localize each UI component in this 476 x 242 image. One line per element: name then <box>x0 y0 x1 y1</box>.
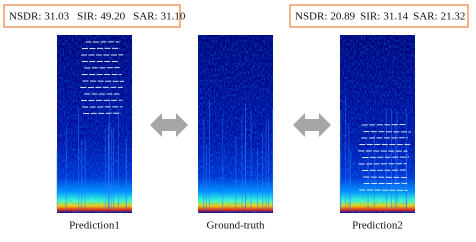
caption: Prediction1 <box>69 220 120 232</box>
metric-value: 49.20 <box>100 10 125 22</box>
metric-value: 20.89 <box>330 10 355 22</box>
metric-value: 31.03 <box>44 10 69 22</box>
metric-label: SAR: <box>413 10 437 22</box>
metric-label: NSDR: <box>295 10 327 22</box>
metric-value: 21.32 <box>441 10 466 22</box>
spectrogram <box>339 35 415 213</box>
metric-value: 31.10 <box>161 10 186 22</box>
metric-value: 31.14 <box>383 10 408 22</box>
spectrogram-noise <box>340 35 415 213</box>
metric-label: SIR: <box>77 10 97 22</box>
caption: Ground-truth <box>206 220 265 232</box>
metrics-text: NSDR: 31.03 SIR: 49.20 SAR: 31.10 <box>9 10 186 22</box>
spectrogram <box>56 35 132 213</box>
spectrogram <box>198 35 274 213</box>
spectrogram-noise <box>57 35 132 213</box>
metric-label: NSDR: <box>9 10 41 22</box>
caption: Prediction2 <box>352 220 403 232</box>
metrics-box <box>3 4 181 28</box>
double-arrow <box>150 113 331 137</box>
metric-label: SAR: <box>133 10 157 22</box>
metrics-text: NSDR: 20.89 SIR: 31.14 SAR: 21.32 <box>295 10 465 22</box>
metrics-box <box>289 4 469 28</box>
metric-label: SIR: <box>360 10 380 22</box>
